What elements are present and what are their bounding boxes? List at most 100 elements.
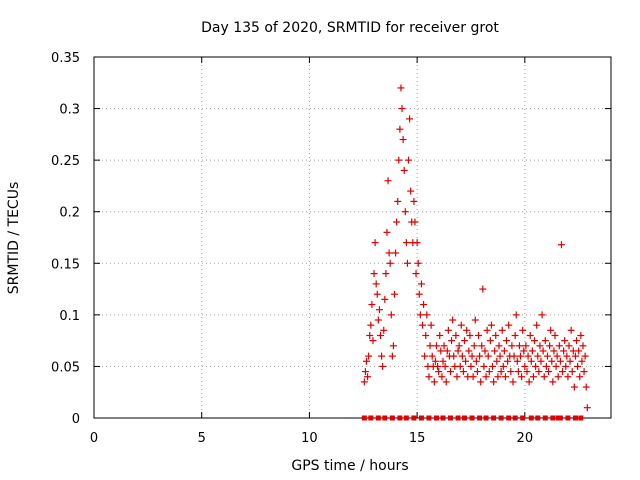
data-point [542, 362, 550, 370]
zero-marker [477, 415, 483, 421]
data-point [508, 342, 516, 350]
data-point [549, 378, 557, 386]
data-point [491, 347, 499, 355]
data-point [397, 84, 405, 92]
data-point [434, 362, 442, 370]
data-point [420, 301, 428, 309]
y-tick-label: 0.35 [51, 51, 80, 66]
data-point [382, 270, 390, 278]
zero-marker [440, 415, 446, 421]
zero-marker [578, 415, 584, 421]
data-point [371, 239, 379, 247]
y-tick-label: 0.05 [51, 360, 80, 375]
data-point [526, 331, 534, 339]
data-point [534, 352, 542, 360]
data-point [479, 285, 487, 293]
data-point [391, 290, 399, 298]
data-point [540, 373, 548, 381]
data-point [524, 352, 532, 360]
data-point [441, 362, 449, 370]
data-point [567, 326, 575, 334]
x-axis-ticks: 0 5 10 15 20 [90, 57, 533, 446]
zero-marker [434, 415, 440, 421]
data-point [547, 326, 555, 334]
data-point [456, 362, 464, 370]
data-points [360, 84, 591, 412]
data-point [364, 373, 372, 381]
data-point [427, 321, 435, 329]
y-tick-label: 0.2 [59, 206, 80, 221]
data-point [476, 352, 484, 360]
data-point [412, 270, 420, 278]
data-point [386, 259, 394, 267]
data-point [527, 357, 535, 365]
zero-marker [498, 415, 504, 421]
data-point [489, 362, 497, 370]
data-point [518, 373, 526, 381]
data-point [490, 378, 498, 386]
x-tick-label: 0 [90, 431, 98, 446]
data-point [525, 378, 533, 386]
zero-marker [506, 415, 512, 421]
zero-marker [455, 415, 461, 421]
zero-marker [520, 415, 526, 421]
zero-marker [469, 415, 475, 421]
data-point [523, 368, 531, 376]
data-point [557, 241, 565, 249]
data-point [509, 378, 517, 386]
zero-marker [411, 415, 417, 421]
data-point [496, 352, 504, 360]
data-point [448, 337, 456, 345]
data-point [399, 136, 407, 144]
zero-marker [535, 415, 541, 421]
data-point [454, 347, 462, 355]
data-point [425, 373, 433, 381]
data-point [431, 357, 439, 365]
data-point [568, 368, 576, 376]
zero-marker [368, 415, 374, 421]
data-point [439, 357, 447, 365]
data-point [413, 239, 421, 247]
data-point [360, 378, 368, 386]
data-point [478, 342, 486, 350]
grid-lines [94, 57, 611, 418]
y-tick-label: 0 [72, 412, 80, 427]
data-point [402, 239, 410, 247]
data-point [444, 326, 452, 334]
data-point [475, 331, 483, 339]
data-point [520, 347, 528, 355]
data-point [401, 208, 409, 216]
data-point [564, 373, 572, 381]
zero-marker [361, 415, 367, 421]
data-point [380, 326, 388, 334]
zero-marker [557, 415, 563, 421]
zero-marker [491, 415, 497, 421]
data-point [387, 311, 395, 319]
data-point [458, 352, 466, 360]
data-point [537, 357, 545, 365]
data-point [469, 373, 477, 381]
zero-marker [382, 415, 388, 421]
data-point [495, 342, 503, 350]
data-point [548, 357, 556, 365]
data-point [461, 337, 469, 345]
data-point [405, 156, 413, 164]
data-point [415, 290, 423, 298]
data-point [541, 337, 549, 345]
data-point [492, 331, 500, 339]
data-point [555, 342, 563, 350]
data-point [522, 342, 530, 350]
data-point [503, 337, 511, 345]
data-point [466, 331, 474, 339]
data-point [421, 352, 429, 360]
data-point [497, 368, 505, 376]
data-point [449, 316, 457, 324]
data-point [505, 321, 513, 329]
data-point [577, 331, 585, 339]
data-point [367, 321, 375, 329]
data-point [465, 347, 473, 355]
data-point [553, 352, 561, 360]
data-point [499, 362, 507, 370]
data-point [573, 337, 581, 345]
